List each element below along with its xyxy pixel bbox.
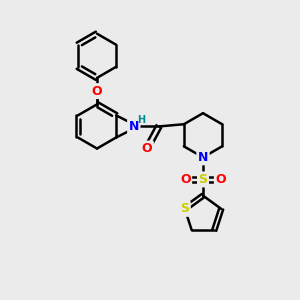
Text: S: S	[199, 173, 208, 186]
Text: O: O	[142, 142, 152, 155]
Text: H: H	[137, 115, 145, 125]
Text: N: N	[198, 151, 208, 164]
Text: O: O	[180, 173, 190, 186]
Text: S: S	[180, 202, 189, 215]
Text: O: O	[92, 85, 102, 98]
Text: O: O	[215, 173, 226, 186]
Text: N: N	[129, 120, 139, 133]
